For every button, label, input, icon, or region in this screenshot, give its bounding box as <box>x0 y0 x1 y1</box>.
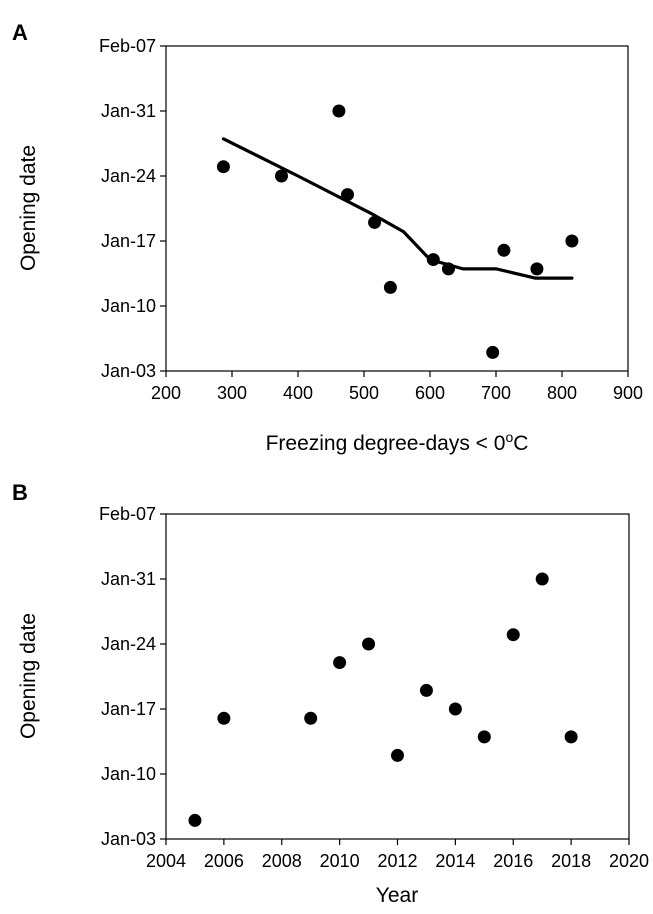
panel-b-data-point <box>362 637 376 651</box>
panel-a-data-point <box>216 160 230 174</box>
panel-b-x-tick-label: 2006 <box>204 851 244 871</box>
panel-b-data-point <box>304 711 318 725</box>
panel-b-x-tick-label: 2020 <box>609 851 649 871</box>
panel-a-data-point <box>486 345 500 359</box>
panel-b-data-point <box>448 702 462 716</box>
panel-b-data-point <box>535 572 549 586</box>
panel-b-data-point <box>188 813 202 827</box>
panel-a-x-tick-label: 900 <box>613 383 643 403</box>
panel-b-y-axis-title: Opening date <box>17 613 40 739</box>
panel-a-y-tick-label: Jan-31 <box>101 101 156 121</box>
panel-a-x-tick-label: 300 <box>217 383 247 403</box>
panel-b-y-tick-label: Feb-07 <box>99 504 156 524</box>
panel-b-y-tick-label: Jan-31 <box>101 569 156 589</box>
panel-a-y-tick-label: Jan-17 <box>101 231 156 251</box>
panel-b: B Jan-03 Jan-10 Jan-17 Jan-24 Jan-31 Feb-07 2… <box>12 480 649 907</box>
panel-b-x-tick-label: 2018 <box>551 851 591 871</box>
panel-a-y-tick-label: Feb-07 <box>99 36 156 56</box>
panel-b-y-tick-label: Jan-17 <box>101 699 156 719</box>
panel-b-label: B <box>12 480 28 505</box>
panel-a-y-ticks: Jan-03 Jan-10 Jan-17 Jan-24 Jan-31 Feb-07 <box>99 36 166 381</box>
panel-a-trend-line <box>221 137 574 280</box>
panel-a-data-point <box>341 188 354 202</box>
panel-b-data-point <box>391 748 404 762</box>
panel-a-x-tick-label: 700 <box>481 383 511 403</box>
panel-a-data-point <box>497 243 511 257</box>
panel-b-y-ticks: Jan-03 Jan-10 Jan-17 Jan-24 Jan-31 Feb-07 <box>99 504 166 849</box>
panel-b-data-point <box>477 730 491 744</box>
panel-a-x-tick-label: 600 <box>415 383 445 403</box>
panel-a-data-point <box>426 253 440 267</box>
panel-b-data-point <box>333 656 347 670</box>
panel-b-x-tick-label: 2012 <box>377 851 417 871</box>
panel-a-data-point <box>332 104 346 118</box>
panel-b-y-tick-label: Jan-24 <box>101 634 156 654</box>
panel-b-plot-area <box>165 513 630 840</box>
panel-a-y-tick-label: Jan-24 <box>101 166 156 186</box>
panel-a-x-tick-label: 500 <box>349 383 379 403</box>
panel-b-x-axis-title: Year <box>376 884 418 907</box>
panel-b-data-point <box>419 683 433 697</box>
panel-a-y-tick-label: Jan-10 <box>101 296 156 316</box>
panel-b-x-tick-label: 2014 <box>435 851 475 871</box>
panel-a-data-point <box>530 262 544 276</box>
panel-b-x-tick-label: 2008 <box>262 851 302 871</box>
panel-b-x-tick-label: 2016 <box>493 851 533 871</box>
panel-a-x-tick-label: 200 <box>151 383 181 403</box>
panel-b-data-point <box>506 628 520 642</box>
panel-a-x-axis-title-unit: C <box>513 432 528 455</box>
panel-a-x-axis-title-degree: o <box>505 429 513 445</box>
panel-a-x-tick-label: 400 <box>283 383 313 403</box>
panel-a-x-axis-title-main: Freezing degree-days < 0 <box>266 432 506 455</box>
panel-b-points <box>188 572 578 827</box>
panel-a-data-point <box>368 215 382 229</box>
panel-a-x-ticks: 200 300 400 500 600 700 800 900 <box>151 371 643 403</box>
panel-b-y-tick-label: Jan-03 <box>101 829 156 849</box>
panel-a-x-tick-label: 800 <box>547 383 577 403</box>
panel-b-x-ticks: 2004 2006 2008 2010 2012 2014 2016 2018 2020 <box>146 839 649 871</box>
panel-a-x-axis-title: Freezing degree-days < 0oC <box>266 429 529 455</box>
panel-b-x-tick-label: 2010 <box>320 851 360 871</box>
panel-a-data-point <box>383 280 397 294</box>
panel-a-data-point <box>565 234 579 248</box>
panel-b-y-tick-label: Jan-10 <box>101 764 156 784</box>
panel-a-label: A <box>12 20 28 45</box>
panel-a-data-point <box>275 169 288 183</box>
panel-b-data-point <box>564 730 578 744</box>
panel-a-data-point <box>441 262 455 276</box>
panel-a-y-tick-label: Jan-03 <box>101 361 156 381</box>
panel-b-x-tick-label: 2004 <box>146 851 186 871</box>
panel-b-data-point <box>217 711 231 725</box>
panel-a-points <box>216 104 579 359</box>
panel-a-plot-area <box>165 45 629 372</box>
panel-a-y-axis-title: Opening date <box>17 145 40 271</box>
panel-a: A Jan-03 Jan-10 Jan-17 Jan-24 Jan-31 Feb-07 2… <box>12 20 643 455</box>
